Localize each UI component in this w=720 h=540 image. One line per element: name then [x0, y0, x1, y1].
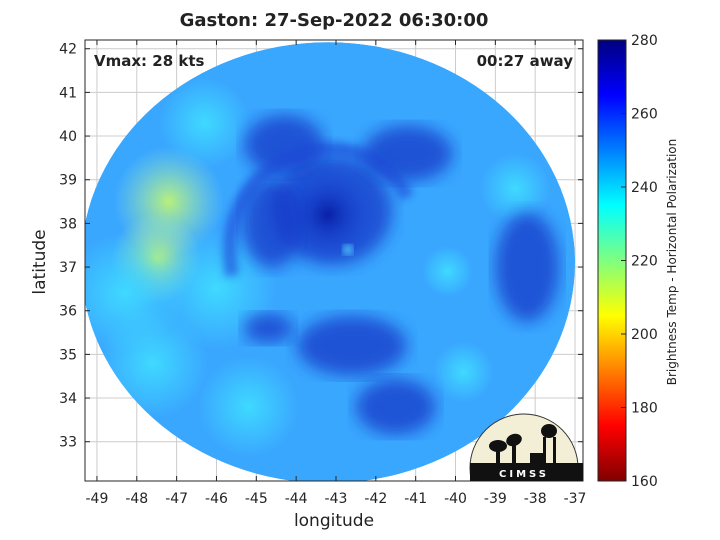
- y-tick-label: 41: [59, 85, 77, 101]
- cimss-logo: CIMSS: [469, 413, 583, 481]
- colorbar-tick-label: 260: [631, 107, 658, 123]
- y-axis-label: latitude: [30, 229, 50, 295]
- cold-cloud-region: [296, 315, 407, 376]
- colorbar-tick-label: 220: [631, 254, 658, 270]
- x-axis-label: longitude: [293, 511, 375, 531]
- colorbar-tick-label: 280: [631, 33, 658, 49]
- y-tick-label: 36: [59, 304, 77, 320]
- x-tick-label: -45: [245, 491, 268, 507]
- x-tick-label: -44: [285, 491, 308, 507]
- x-tick-label: -48: [125, 491, 148, 507]
- y-tick-label: 34: [59, 391, 77, 407]
- time-away-annotation: 00:27 away: [476, 52, 573, 70]
- y-tick-label: 38: [59, 216, 77, 232]
- x-tick-label: -38: [524, 491, 547, 507]
- x-tick-label: -42: [364, 491, 387, 507]
- colorbar-tick-label: 240: [631, 180, 658, 196]
- brightness-region: [198, 356, 299, 457]
- y-tick-label: 35: [59, 347, 77, 363]
- y-tick-label: 39: [59, 173, 77, 189]
- cold-cloud-region: [244, 114, 325, 175]
- colorbar-tick-label: 200: [631, 327, 658, 343]
- spiral-band: [223, 141, 414, 278]
- brightness-region: [480, 153, 551, 224]
- brightness-region: [159, 77, 250, 168]
- storm-center: [342, 244, 353, 255]
- chart-title: Gaston: 27-Sep-2022 06:30:00: [179, 10, 489, 31]
- brightness-region: [156, 228, 277, 349]
- cold-cloud-region: [355, 378, 436, 435]
- y-tick-label: 33: [59, 435, 77, 451]
- y-tick-label: 37: [59, 260, 77, 276]
- x-tick-label: -43: [325, 491, 348, 507]
- colorbar-label: Brightness Temp - Horizontal Polarizatio…: [665, 138, 679, 386]
- brightness-region: [422, 246, 473, 297]
- plot-frame: [84, 39, 584, 482]
- cold-cloud-region: [362, 125, 453, 182]
- colorbar: 160 180 200 220 240 260 280: [597, 33, 658, 490]
- brightness-region: [433, 341, 494, 402]
- vmax-annotation: Vmax: 28 kts: [94, 52, 205, 70]
- colorbar-tick-label: 160: [631, 474, 658, 490]
- x-tick-label: -46: [205, 491, 228, 507]
- cold-cloud-region: [243, 313, 294, 344]
- y-tick-label: 42: [59, 42, 77, 58]
- x-axis: -49 -48 -47 -46 -45 -44 -43 -42 -41 -40 -39 -38 -37: [86, 40, 587, 507]
- x-tick-label: -47: [165, 491, 188, 507]
- y-axis: 33 34 35 36 37 38 39 40 41 42: [59, 42, 583, 451]
- y-tick-label: 40: [59, 129, 77, 145]
- x-tick-label: -41: [404, 491, 427, 507]
- x-tick-label: -49: [86, 491, 109, 507]
- brightness-temp-swath: [85, 42, 576, 481]
- svg-text:CIMSS: CIMSS: [499, 469, 549, 480]
- cold-cloud-region: [495, 212, 560, 323]
- colorbar-tick-label: 180: [631, 401, 658, 417]
- storm-core: [280, 166, 377, 263]
- x-tick-label: -37: [564, 491, 587, 507]
- x-tick-label: -40: [444, 491, 467, 507]
- x-tick-label: -39: [484, 491, 507, 507]
